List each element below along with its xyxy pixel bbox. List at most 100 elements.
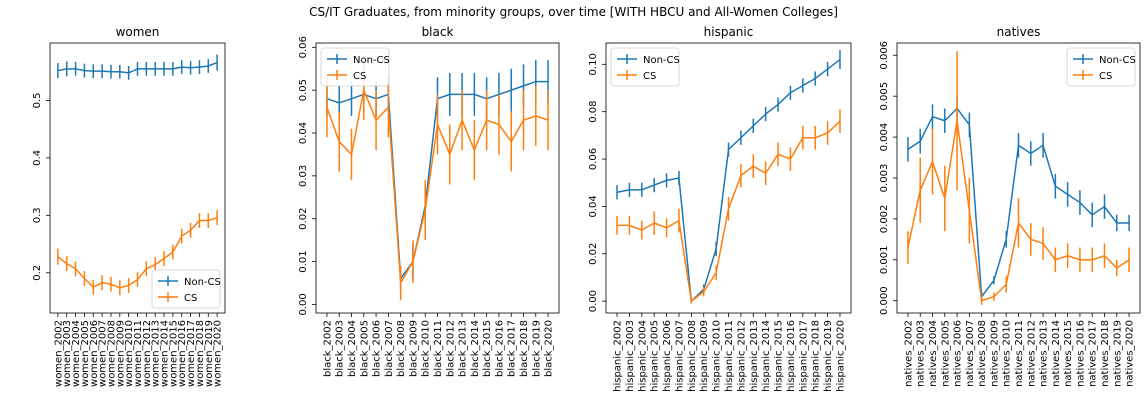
chart-natives: natives 0.000 0.001 0.002 0.003 0.004 0.005 0.0…: [879, 25, 1141, 387]
y-tick-label: 0.2: [32, 265, 43, 281]
x-tick-label: natives_2010: [1002, 320, 1013, 387]
axes-frame: [49, 42, 226, 314]
x-tick-label: women_2002: [53, 320, 64, 387]
x-tick-label: black_2006: [372, 320, 383, 377]
y-tick-label: 0.001: [879, 245, 890, 274]
x-tick-label: natives_2002: [903, 320, 914, 387]
x-tick-label: hispanic_2010: [712, 320, 723, 392]
series-non-cs: [616, 50, 841, 304]
y-tick-label: 0.006: [879, 41, 890, 70]
x-tick-label: black_2018: [519, 320, 530, 377]
legend: Non-CS CS: [151, 269, 221, 309]
figure-title: CS/IT Graduates, from minority groups, o…: [309, 5, 838, 19]
x-tick-label: women_2019: [204, 320, 215, 387]
y-tick-label: 0.3: [32, 207, 43, 223]
x-tick-label: women_2020: [213, 320, 224, 387]
x-tick-label: women_2010: [124, 320, 135, 387]
legend-label: Non-CS: [353, 55, 390, 66]
x-tick-label: natives_2004: [928, 320, 939, 387]
x-tick-label: women_2016: [177, 320, 188, 387]
x-tick-label: natives_2003: [916, 320, 927, 387]
x-tick-label: women_2003: [62, 320, 73, 387]
x-tick-label: women_2007: [98, 320, 109, 387]
x-tick-label: black_2011: [433, 320, 444, 377]
legend-label: Non-CS: [643, 55, 680, 66]
x-tick-label: women_2012: [142, 320, 153, 387]
series-cs: [326, 60, 549, 301]
y-tick-label: 0.02: [298, 208, 309, 230]
chart-title: black: [422, 25, 454, 39]
x-tick-label: black_2017: [507, 320, 518, 377]
y-tick-label: 0.002: [879, 205, 890, 234]
legend-label: Non-CS: [1099, 55, 1136, 66]
x-tick-label: black_2010: [421, 320, 432, 377]
x-tick-label: women_2013: [151, 320, 162, 387]
x-tick-label: hispanic_2017: [798, 320, 809, 392]
series-line: [326, 87, 549, 286]
x-tick-label: black_2016: [494, 320, 505, 377]
y-tick-label: 0.04: [588, 195, 599, 217]
legend: Non-CS CS: [320, 47, 390, 87]
x-tick-label: black_2015: [482, 320, 493, 377]
x-tick-label: black_2013: [458, 320, 469, 377]
chart-title: natives: [997, 25, 1041, 39]
x-tick-label: hispanic_2018: [811, 320, 822, 392]
legend: Non-CS CS: [610, 47, 680, 87]
series-line: [907, 120, 1130, 302]
x-tick-label: black_2007: [384, 320, 395, 377]
axes-frame: [896, 42, 1141, 314]
x-tick-label: natives_2005: [940, 320, 951, 387]
x-tick-label: hispanic_2016: [786, 320, 797, 392]
chart-title: hispanic: [704, 25, 754, 39]
legend-box: [320, 47, 390, 87]
y-tick-label: 0.08: [588, 101, 599, 123]
x-tick-label: women_2006: [89, 320, 100, 387]
x-tick-label: black_2012: [445, 320, 456, 377]
x-tick-label: natives_2011: [1014, 320, 1025, 387]
series-cs: [616, 109, 841, 304]
legend-label: Non-CS: [184, 277, 221, 288]
x-tick-label: women_2014: [160, 320, 171, 387]
x-tick-label: hispanic_2012: [736, 320, 747, 392]
legend: Non-CS CS: [1066, 47, 1136, 87]
x-tick-label: hispanic_2014: [761, 320, 772, 392]
x-tick-label: black_2008: [396, 320, 407, 377]
x-tick-label: black_2004: [347, 320, 358, 377]
x-tick-label: women_2018: [195, 320, 206, 387]
y-tick-label: 0.04: [298, 122, 309, 144]
legend-box: [151, 269, 221, 309]
y-tick-label: 0.05: [298, 79, 309, 101]
axes-frame: [605, 42, 852, 314]
x-tick-label: hispanic_2015: [774, 320, 785, 392]
x-tick-label: natives_2018: [1100, 320, 1111, 387]
x-tick-label: hispanic_2020: [835, 320, 846, 392]
y-tick-label: 0.00: [298, 293, 309, 315]
x-tick-label: hispanic_2004: [637, 320, 648, 392]
y-tick-label: 0.10: [588, 53, 599, 75]
x-tick-label: hispanic_2019: [823, 320, 834, 392]
legend-box: [610, 47, 680, 87]
x-tick-label: natives_2006: [953, 320, 964, 387]
y-tick-label: 0.06: [588, 148, 599, 170]
x-tick-label: women_2017: [186, 320, 197, 387]
x-tick-label: black_2002: [322, 320, 333, 377]
x-tick-label: hispanic_2006: [662, 320, 673, 392]
chart-hispanic: hispanic 0.00 0.02 0.04 0.06 0.08 0.10 hispanic…: [588, 25, 852, 392]
x-tick-label: hispanic_2002: [613, 320, 624, 392]
series-non-cs: [907, 96, 1130, 301]
legend-label: CS: [1099, 71, 1112, 82]
x-tick-label: natives_2007: [965, 320, 976, 387]
x-tick-label: natives_2016: [1075, 320, 1086, 387]
x-tick-label: women_2011: [133, 320, 144, 387]
y-tick-label: 0.01: [298, 250, 309, 272]
x-tick-label: women_2015: [168, 320, 179, 387]
y-tick-label: 0.00: [588, 290, 599, 312]
series-cs: [907, 51, 1130, 305]
x-tick-label: black_2005: [359, 320, 370, 377]
x-tick-label: hispanic_2009: [699, 320, 710, 392]
y-tick-label: 0.4: [32, 150, 43, 166]
x-tick-label: black_2009: [408, 320, 419, 377]
legend-label: CS: [353, 71, 366, 82]
y-tick-label: 0.004: [879, 123, 890, 152]
